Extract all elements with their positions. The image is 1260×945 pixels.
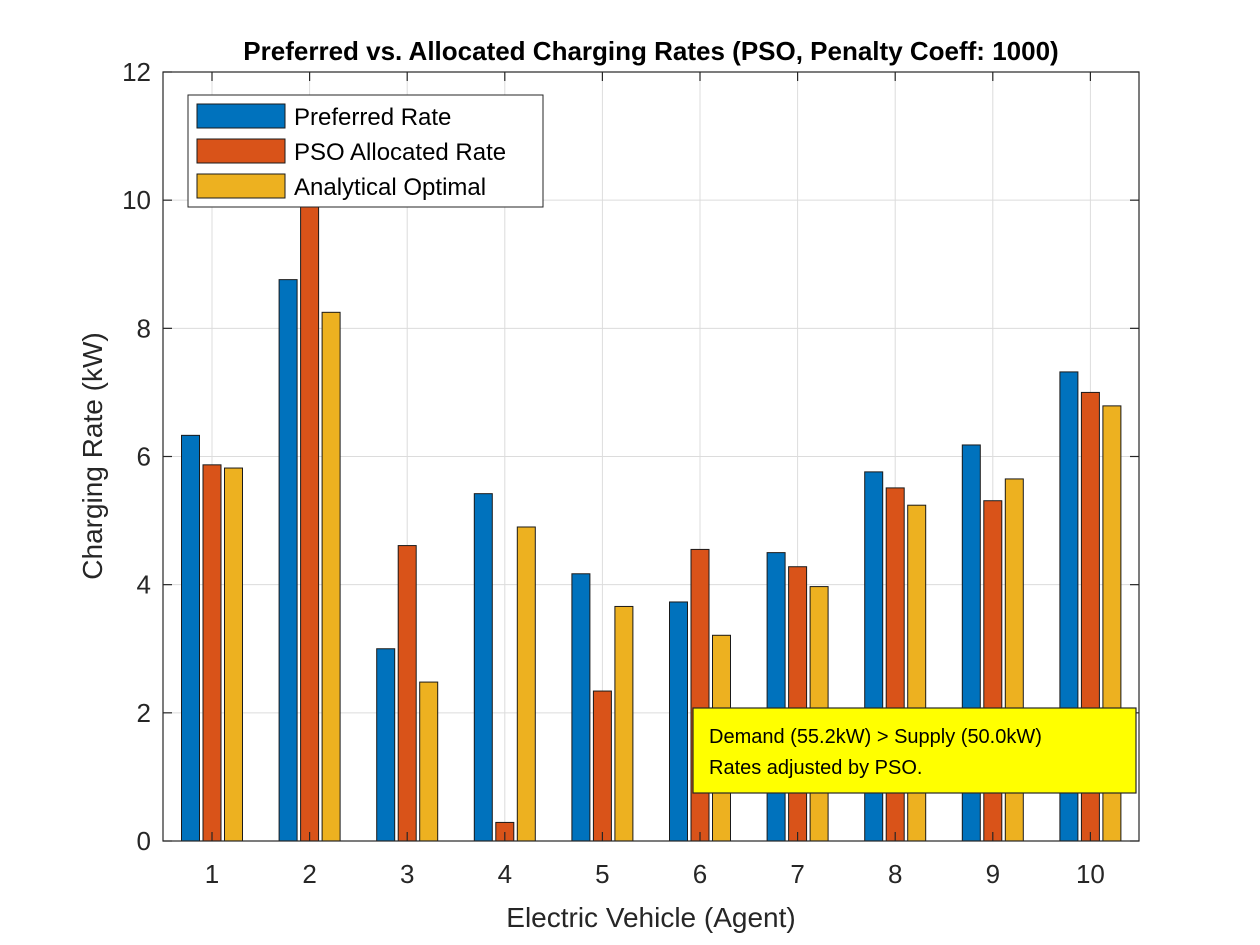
x-tick-label: 5: [595, 859, 609, 889]
y-tick-label: 4: [137, 570, 151, 600]
bar-preferred-rate: [669, 601, 688, 842]
x-tick-label: 6: [693, 859, 707, 889]
x-tick-label: 9: [986, 859, 1000, 889]
bar-preferred-rate: [278, 279, 298, 842]
bar-analytical-optimal: [419, 681, 439, 842]
y-tick-label: 2: [137, 698, 151, 728]
annotation-background: [692, 707, 1137, 794]
x-tick-label: 7: [790, 859, 804, 889]
y-tick-label: 6: [137, 442, 151, 472]
x-tick-label: 10: [1076, 859, 1105, 889]
bar-pso-allocated-rate: [788, 566, 808, 842]
x-axis-label: Electric Vehicle (Agent): [506, 902, 795, 933]
legend-label: Preferred Rate: [294, 104, 451, 131]
legend: Preferred Rate PSO Allocated Rate Analytic…: [187, 94, 544, 208]
bar-analytical-optimal: [321, 311, 341, 842]
y-tick-label: 12: [122, 57, 151, 87]
x-tick-label: 3: [400, 859, 414, 889]
bar-analytical-optimal: [224, 467, 243, 842]
y-axis-label: Charging Rate (kW): [77, 332, 108, 579]
y-tick-label: 10: [122, 185, 151, 215]
bar-pso-allocated-rate: [592, 690, 612, 842]
bar-pso-allocated-rate: [397, 545, 417, 842]
bar-preferred-rate: [766, 552, 786, 842]
bar-pso-allocated-rate: [202, 464, 222, 842]
y-tick-label: 0: [137, 826, 151, 856]
bar-preferred-rate: [571, 573, 591, 842]
x-tick-label: 2: [302, 859, 316, 889]
annotation-box: Demand (55.2kW) > Supply (50.0kW) Rates …: [692, 707, 1137, 794]
annotation-line-1: Demand (55.2kW) > Supply (50.0kW): [709, 726, 1042, 748]
legend-swatch: [196, 173, 286, 199]
bar-analytical-optimal: [614, 605, 634, 842]
bar-preferred-rate: [376, 648, 396, 842]
bar-preferred-rate: [181, 434, 200, 842]
x-tick-label: 4: [498, 859, 512, 889]
legend-swatch: [196, 138, 286, 164]
bar-preferred-rate: [473, 493, 493, 842]
bar-pso-allocated-rate: [690, 548, 710, 842]
chart-title: Preferred vs. Allocated Charging Rates (…: [243, 36, 1058, 66]
legend-label: PSO Allocated Rate: [294, 139, 506, 166]
annotation-line-2: Rates adjusted by PSO.: [709, 757, 922, 779]
bar-analytical-optimal: [516, 526, 536, 842]
legend-label: Analytical Optimal: [294, 174, 486, 201]
bar-pso-allocated-rate: [300, 199, 320, 842]
x-tick-label: 1: [205, 859, 219, 889]
legend-swatch: [196, 103, 286, 129]
y-tick-label: 8: [137, 313, 151, 343]
x-tick-label: 8: [888, 859, 902, 889]
